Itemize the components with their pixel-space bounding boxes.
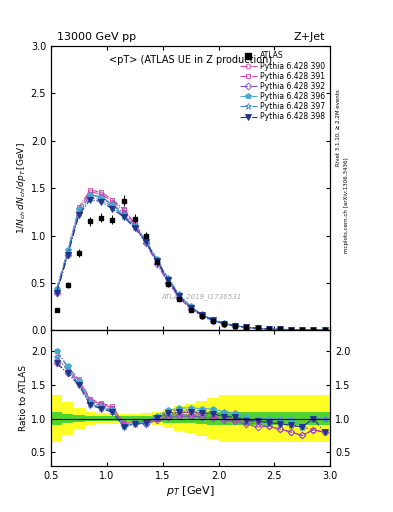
Legend: ATLAS, Pythia 6.428 390, Pythia 6.428 391, Pythia 6.428 392, Pythia 6.428 396, P: ATLAS, Pythia 6.428 390, Pythia 6.428 39…: [237, 48, 328, 124]
Y-axis label: $1/N_{ch}\,dN_{ch}/dp_{T}\,[\mathrm{GeV}]$: $1/N_{ch}\,dN_{ch}/dp_{T}\,[\mathrm{GeV}…: [15, 142, 28, 234]
Y-axis label: Ratio to ATLAS: Ratio to ATLAS: [19, 365, 28, 431]
Text: <pT> (ATLAS UE in Z production): <pT> (ATLAS UE in Z production): [109, 55, 272, 65]
Text: Rivet 3.1.10, ≥ 2.2M events: Rivet 3.1.10, ≥ 2.2M events: [336, 90, 341, 166]
Text: ATLAS_2019_I1736531: ATLAS_2019_I1736531: [162, 293, 242, 300]
X-axis label: $p_{T}$ [GeV]: $p_{T}$ [GeV]: [166, 483, 215, 498]
Text: 13000 GeV pp: 13000 GeV pp: [57, 32, 136, 42]
Text: Z+Jet: Z+Jet: [293, 32, 325, 42]
Text: mcplots.cern.ch [arXiv:1306.3436]: mcplots.cern.ch [arXiv:1306.3436]: [344, 157, 349, 252]
